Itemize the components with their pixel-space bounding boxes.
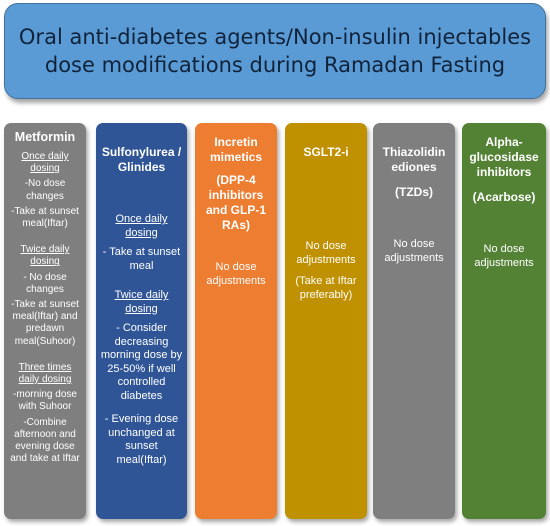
sulfonylurea-once-heading: Once daily dosing bbox=[115, 213, 168, 239]
column-sulfonylurea: Sulfonylurea / Glinides Once daily dosin… bbox=[96, 123, 187, 519]
metformin-once-note-1: -No dose changes bbox=[24, 178, 66, 202]
alpha-note: No dose adjustments bbox=[474, 243, 534, 269]
tzd-subtitle: (TZDs) bbox=[395, 185, 433, 199]
column-metformin: Metformin Once daily dosing -No dose cha… bbox=[4, 123, 86, 519]
column-tzd: Thiazolidin ediones (TZDs) No dose adjus… bbox=[373, 123, 455, 519]
incretin-note: No dose adjustments bbox=[206, 261, 266, 287]
sglt2-note-2: (Take at Iftar preferably) bbox=[295, 275, 357, 301]
sulfonylurea-twice-note-1: - Consider decreasing morning dose by 25… bbox=[100, 322, 183, 402]
metformin-twice-note-2: -Take at sunset meal(Iftar) and predawn … bbox=[11, 299, 79, 347]
incretin-subtitle: (DPP-4 inhibitors and GLP-1 RAs) bbox=[205, 173, 266, 232]
sglt2-note: No dose adjustments bbox=[296, 240, 356, 266]
banner-title: Oral anti-diabetes agents/Non-insulin in… bbox=[18, 25, 532, 77]
metformin-three-heading: Three times daily dosing bbox=[18, 361, 72, 386]
incretin-title: Incretin mimetics bbox=[209, 135, 263, 164]
metformin-title: Metformin bbox=[14, 130, 76, 144]
sulfonylurea-twice-note-2: - Evening dose unchanged at sunset meal(… bbox=[104, 413, 179, 466]
metformin-twice-note-1: - No dose changes bbox=[23, 271, 67, 295]
sulfonylurea-twice-heading: Twice daily dosing bbox=[114, 289, 169, 315]
column-sglt2: SGLT2-i No dose adjustments (Take at Ift… bbox=[285, 123, 367, 519]
metformin-three-note-1: -morning dose with Suhoor bbox=[13, 389, 77, 413]
metformin-once-note-2: -Take at sunset meal(Iftar) bbox=[11, 205, 79, 230]
metformin-twice-heading: Twice daily dosing bbox=[20, 244, 70, 268]
tzd-title: Thiazolidin ediones bbox=[382, 145, 446, 174]
alpha-subtitle: (Acarbose) bbox=[472, 190, 536, 204]
column-incretin: Incretin mimetics (DPP-4 inhibitors and … bbox=[195, 123, 277, 519]
title-banner: Oral anti-diabetes agents/Non-insulin in… bbox=[4, 3, 546, 99]
sglt2-title: SGLT2-i bbox=[303, 145, 349, 159]
tzd-note: No dose adjustments bbox=[384, 238, 444, 264]
sulfonylurea-title: Sulfonylurea / Glinides bbox=[101, 145, 182, 174]
column-alpha-glucosidase: Alpha-glucosidase inhibitors (Acarbose) … bbox=[462, 123, 546, 519]
metformin-once-heading: Once daily dosing bbox=[21, 151, 69, 175]
metformin-three-note-2: -Combine afternoon and evening dose and … bbox=[10, 416, 80, 465]
alpha-title: Alpha-glucosidase inhibitors bbox=[469, 135, 539, 179]
sulfonylurea-once-note: - Take at sunset meal bbox=[102, 246, 181, 272]
